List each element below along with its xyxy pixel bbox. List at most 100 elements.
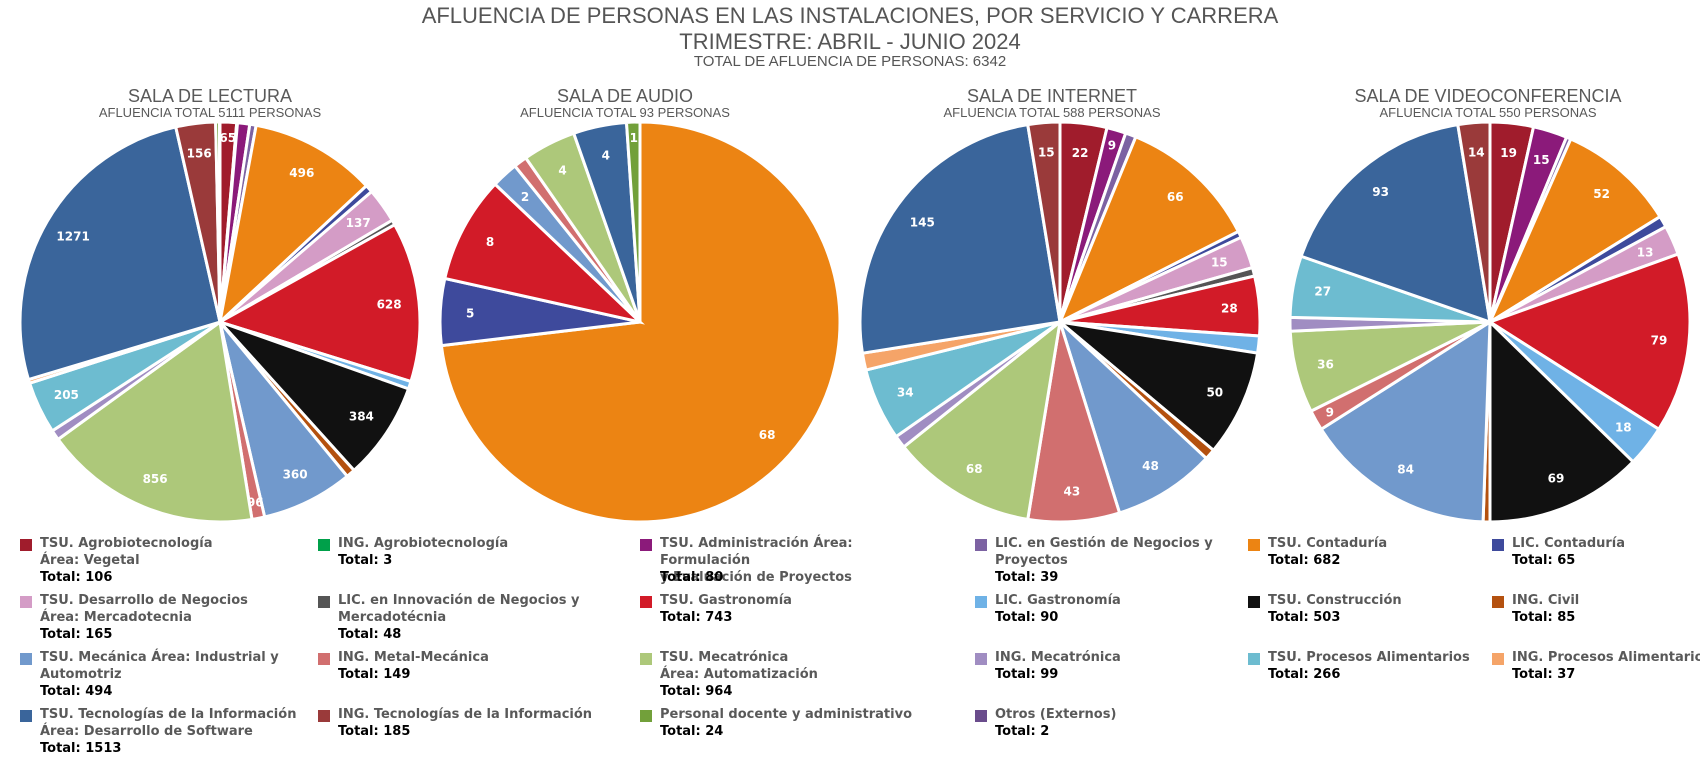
pie-slice — [1054, 319, 1260, 453]
data-label: 22 — [1072, 146, 1089, 160]
pie-slice — [217, 123, 369, 327]
data-label: 18 — [1615, 421, 1632, 435]
data-label: 79 — [1651, 334, 1668, 348]
legend-swatch — [318, 596, 330, 608]
legend-label: TSU. Tecnologías de la Información Área:… — [40, 707, 297, 739]
data-label: 360 — [283, 468, 308, 482]
pie-slice — [1299, 122, 1492, 325]
data-label: 205 — [54, 388, 79, 402]
legend-label: ING. Agrobiotecnología — [338, 536, 509, 551]
pie-slice — [901, 318, 1063, 522]
legend-total: Total: 185 — [338, 724, 411, 739]
data-label: 27 — [1314, 285, 1331, 299]
legend-swatch — [975, 539, 987, 551]
legend-label: TSU. Desarrollo de Negocios Área: Mercad… — [40, 593, 248, 625]
data-label: 36 — [1317, 358, 1334, 372]
legend-total: Total: 65 — [1512, 553, 1576, 568]
legend-swatch — [640, 596, 652, 608]
legend-total: Total: 964 — [660, 684, 733, 699]
legend-total: Total: 494 — [40, 684, 113, 699]
data-label: 69 — [1548, 472, 1565, 486]
total-subtitle: TOTAL DE AFLUENCIA DE PERSONAS: 6342 — [693, 53, 1007, 70]
legend-swatch — [20, 710, 32, 722]
legend-swatch — [20, 653, 32, 665]
data-label: 8 — [486, 235, 494, 249]
data-label: 28 — [1221, 301, 1238, 315]
data-label: 48 — [1142, 459, 1159, 473]
pie-slice — [1056, 317, 1209, 515]
data-label: 9 — [1326, 406, 1334, 420]
legend-label: ING. Civil — [1512, 593, 1580, 608]
legend-swatch — [1492, 596, 1504, 608]
legend-swatch — [640, 539, 652, 551]
legend-label: LIC. Contaduría — [1512, 536, 1626, 551]
main-title: AFLUENCIA DE PERSONAS EN LAS INSTALACION… — [421, 3, 1279, 28]
data-label: 856 — [143, 472, 168, 486]
legend-total: Total: 48 — [338, 627, 402, 642]
legend-total: Total: 39 — [995, 570, 1059, 585]
pie-slice — [858, 122, 1062, 355]
data-label: 66 — [1167, 190, 1184, 204]
data-label: 4 — [558, 164, 566, 178]
pie-slice — [18, 125, 222, 382]
legend-label: TSU. Procesos Alimentarios — [1268, 650, 1470, 665]
data-label: 628 — [377, 298, 402, 312]
legend-label: LIC. en Innovación de Negocios y Mercado… — [338, 593, 580, 625]
legend-label: TSU. Administración Área: Formulación y … — [660, 536, 853, 585]
pie-slice — [624, 120, 642, 323]
legend-total: Total: 2 — [995, 724, 1050, 739]
legend-total: Total: 24 — [660, 724, 724, 739]
chart-subtitle: AFLUENCIA TOTAL 5111 PERSONAS — [99, 105, 322, 120]
legend-swatch — [318, 653, 330, 665]
legend-label: LIC. Gastronomía — [995, 593, 1121, 608]
legend-total: Total: 743 — [660, 610, 733, 625]
legend-label: TSU. Construcción — [1268, 593, 1402, 608]
legend-total: Total: 99 — [995, 667, 1059, 682]
pie-slice — [217, 120, 222, 323]
legend-label: ING. Mecatrónica — [995, 650, 1121, 665]
legend-label: Personal docente y administrativo — [660, 707, 913, 722]
data-label: 9 — [1108, 139, 1116, 153]
data-label: 13 — [1637, 245, 1654, 259]
legend-label: LIC. en Gestión de Negocios y Proyectos — [995, 536, 1213, 568]
chart-title: SALA DE AUDIO — [557, 86, 693, 106]
period-subtitle: TRIMESTRE: ABRIL - JUNIO 2024 — [679, 29, 1021, 54]
legend-total: Total: 149 — [338, 667, 411, 682]
legend-total: Total: 503 — [1268, 610, 1341, 625]
legend-total: Total: 1513 — [40, 741, 122, 756]
legend-label: ING. Tecnologías de la Información — [338, 707, 593, 722]
data-label: 65 — [219, 131, 236, 145]
legend-label: ING. Procesos Alimentarios — [1512, 650, 1700, 665]
pie-slice — [55, 319, 254, 524]
data-label: 15 — [1533, 153, 1550, 167]
pie-slice — [216, 222, 422, 384]
legend-swatch — [1492, 653, 1504, 665]
data-label: 19 — [1500, 146, 1517, 160]
data-label: 156 — [187, 146, 212, 160]
chart-title: SALA DE INTERNET — [967, 86, 1137, 106]
data-label: 15 — [1038, 146, 1055, 160]
legend-swatch — [1492, 539, 1504, 551]
legend-swatch — [640, 710, 652, 722]
data-label: 384 — [349, 409, 374, 423]
pie-slice — [1456, 120, 1492, 323]
pie-slice — [1488, 318, 1636, 524]
legend-label: Otros (Externos) — [995, 707, 1117, 722]
legend-total: Total: 682 — [1268, 553, 1341, 568]
data-label: 43 — [1064, 485, 1081, 499]
data-label: 14 — [1468, 146, 1485, 160]
legend-swatch — [20, 539, 32, 551]
pie-slice — [1486, 252, 1692, 432]
legend-total: Total: 85 — [1512, 610, 1576, 625]
legend-swatch — [975, 710, 987, 722]
legend-swatch — [975, 596, 987, 608]
chart-title: SALA DE VIDEOCONFERENCIA — [1354, 86, 1621, 106]
data-label: 68 — [966, 462, 983, 476]
data-label: 5 — [466, 306, 474, 320]
legend-swatch — [1248, 653, 1260, 665]
legend-label: TSU. Mecánica Área: Industrial y Automot… — [40, 650, 279, 682]
